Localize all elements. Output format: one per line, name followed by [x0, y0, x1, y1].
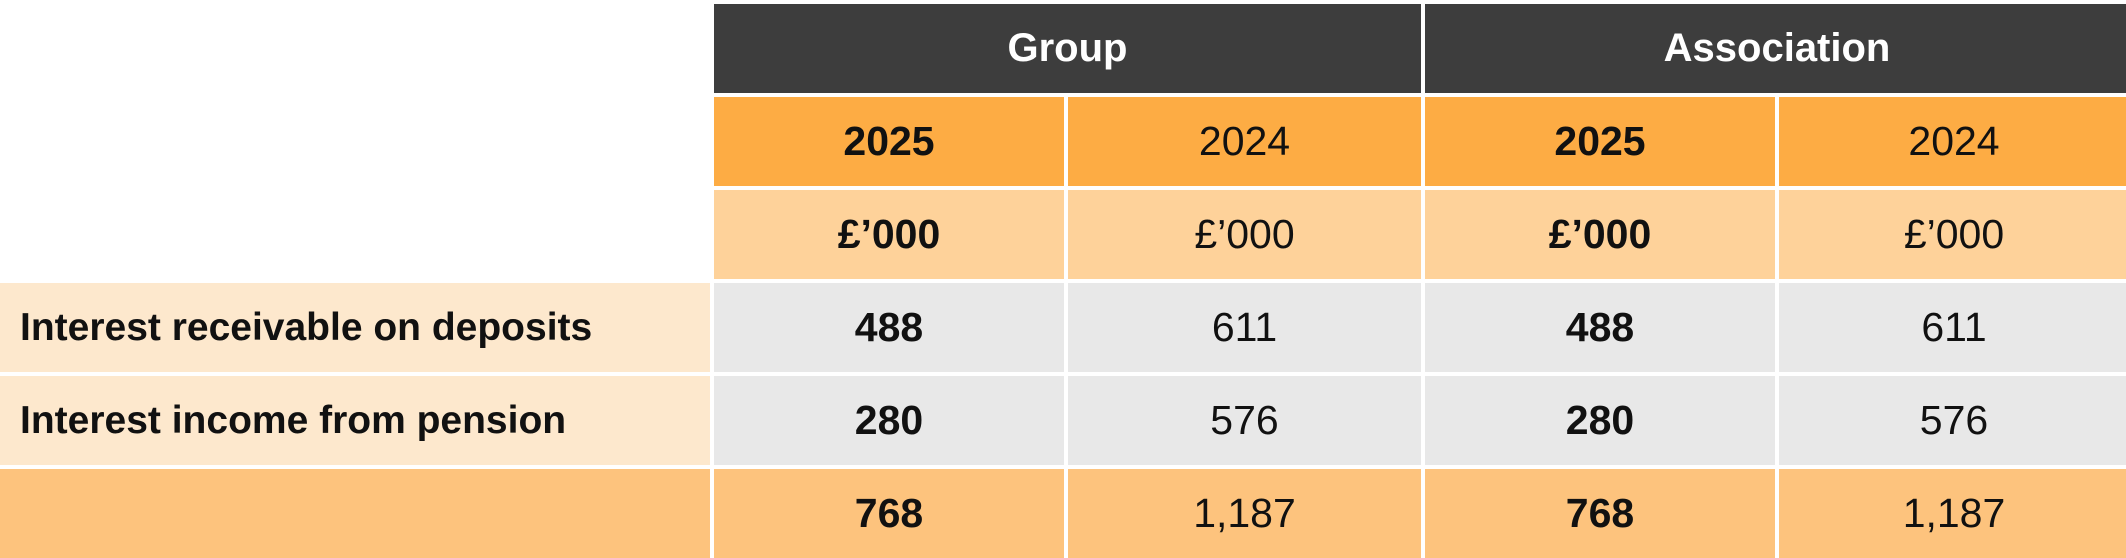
pension-group-2024: 576 — [1068, 376, 1421, 465]
interest-income-table: Group Association 2025 2024 2025 2024 £’… — [0, 4, 2126, 558]
pension-group-2025: 280 — [714, 376, 1064, 465]
pension-association-2024: 576 — [1779, 376, 2126, 465]
group-unit-2025: £’000 — [714, 190, 1064, 279]
unit-row-blank — [0, 190, 710, 279]
total-association-2024: 1,187 — [1779, 469, 2126, 558]
group-unit-2024: £’000 — [1068, 190, 1421, 279]
group-header: Group — [714, 4, 1421, 93]
group-year-2025: 2025 — [714, 97, 1064, 186]
association-unit-2025: £’000 — [1425, 190, 1775, 279]
total-row-label — [0, 469, 710, 558]
row-label-deposits: Interest receivable on deposits — [0, 283, 710, 372]
corner-blank — [0, 4, 710, 93]
association-year-2024: 2024 — [1779, 97, 2126, 186]
row-label-pension: Interest income from pension — [0, 376, 710, 465]
deposits-association-2025: 488 — [1425, 283, 1775, 372]
association-header: Association — [1425, 4, 2126, 93]
deposits-group-2025: 488 — [714, 283, 1064, 372]
pension-association-2025: 280 — [1425, 376, 1775, 465]
association-unit-2024: £’000 — [1779, 190, 2126, 279]
deposits-group-2024: 611 — [1068, 283, 1421, 372]
total-association-2025: 768 — [1425, 469, 1775, 558]
deposits-association-2024: 611 — [1779, 283, 2126, 372]
total-group-2024: 1,187 — [1068, 469, 1421, 558]
year-row-blank — [0, 97, 710, 186]
total-group-2025: 768 — [714, 469, 1064, 558]
association-year-2025: 2025 — [1425, 97, 1775, 186]
group-year-2024: 2024 — [1068, 97, 1421, 186]
